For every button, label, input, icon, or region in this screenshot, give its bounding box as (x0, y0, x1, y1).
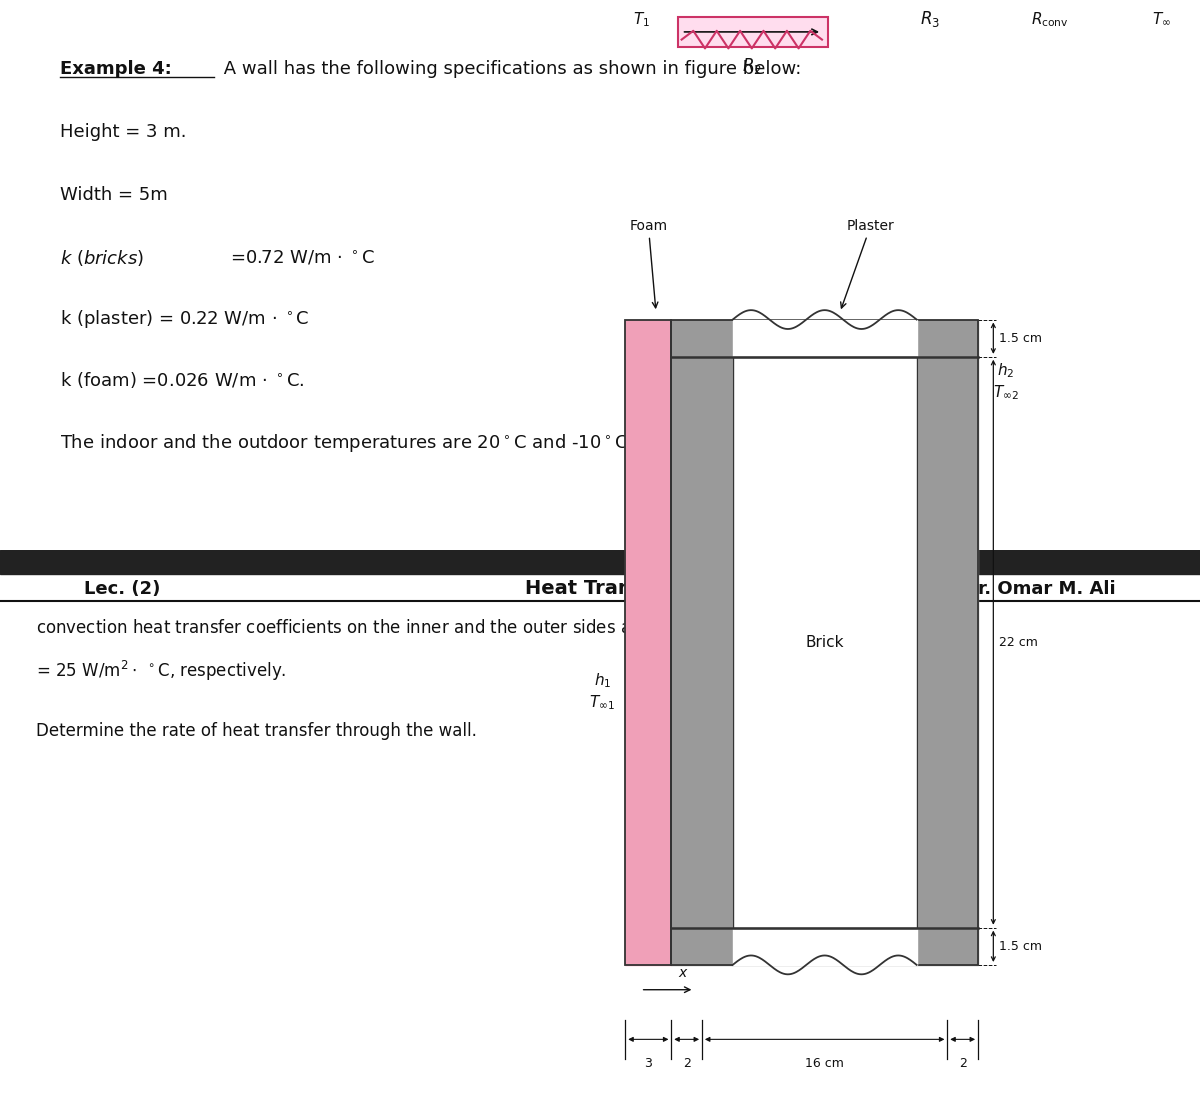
Text: 2: 2 (683, 1057, 691, 1069)
Text: Determine the rate of heat transfer through the wall.: Determine the rate of heat transfer thro… (36, 723, 476, 740)
Text: $h_2$
$T_{\infty 2}$: $h_2$ $T_{\infty 2}$ (992, 362, 1019, 402)
Text: Width = 5m: Width = 5m (60, 186, 168, 205)
Text: Plaster: Plaster (841, 219, 894, 308)
Text: 3: 3 (644, 1057, 653, 1069)
Bar (733, 320, 917, 356)
Text: Brick: Brick (805, 635, 844, 650)
Text: Lec. (2): Lec. (2) (84, 580, 161, 597)
Text: 22 cm: 22 cm (1000, 636, 1038, 649)
Text: 16 cm: 16 cm (805, 1057, 844, 1069)
Bar (671, 320, 978, 965)
Bar (625, 320, 671, 965)
Text: Heat Transfer: Heat Transfer (526, 579, 674, 598)
Bar (733, 356, 917, 927)
Bar (671, 320, 978, 965)
Text: The indoor and the outdoor temperatures are 20$^\circ$C and -10$^\circ$C.: The indoor and the outdoor temperatures … (60, 431, 632, 453)
Text: k (foam) =0.026 W/m $\cdot$ $^\circ$C.: k (foam) =0.026 W/m $\cdot$ $^\circ$C. (60, 370, 305, 389)
Bar (733, 356, 917, 927)
Text: 1.5 cm: 1.5 cm (1000, 939, 1043, 953)
Text: $R_{\rm conv}$: $R_{\rm conv}$ (1031, 10, 1069, 29)
Text: $T_\infty$: $T_\infty$ (1152, 11, 1171, 28)
Text: k (plaster) = 0.22 W/m $\cdot$ $^\circ$C: k (plaster) = 0.22 W/m $\cdot$ $^\circ$C (60, 308, 310, 330)
Text: convection heat transfer coefficients on the inner and the outer sides are $h1$ : convection heat transfer coefficients on… (36, 616, 868, 638)
Text: 2: 2 (959, 1057, 967, 1069)
Text: A wall has the following specifications as shown in figure below:: A wall has the following specifications … (218, 59, 802, 78)
Bar (625, 320, 671, 965)
Text: $R_3$: $R_3$ (920, 9, 940, 30)
Bar (733, 927, 917, 965)
Text: 1.5 cm: 1.5 cm (1000, 332, 1043, 344)
Bar (0, 550, 1200, 574)
Text: $k$ $(bricks)$: $k$ $(bricks)$ (60, 249, 144, 268)
Text: =0.72 W/m $\cdot$ $^\circ$C: =0.72 W/m $\cdot$ $^\circ$C (230, 250, 376, 267)
Text: $R_2$: $R_2$ (743, 56, 762, 76)
Text: Height = 3 m.: Height = 3 m. (60, 123, 186, 141)
Text: Dr. Omar M. Ali: Dr. Omar M. Ali (964, 580, 1116, 597)
Text: Foam: Foam (629, 219, 667, 308)
Text: $x$: $x$ (678, 966, 689, 980)
Text: $T_1$: $T_1$ (634, 10, 650, 29)
Text: Example 4:: Example 4: (60, 59, 172, 78)
Text: $h_1$
$T_{\infty 1}$: $h_1$ $T_{\infty 1}$ (589, 672, 616, 712)
FancyBboxPatch shape (678, 16, 828, 46)
Text: = 25 W/m$^2\cdot$ $^\circ$C, respectively.: = 25 W/m$^2\cdot$ $^\circ$C, respectivel… (36, 659, 287, 683)
